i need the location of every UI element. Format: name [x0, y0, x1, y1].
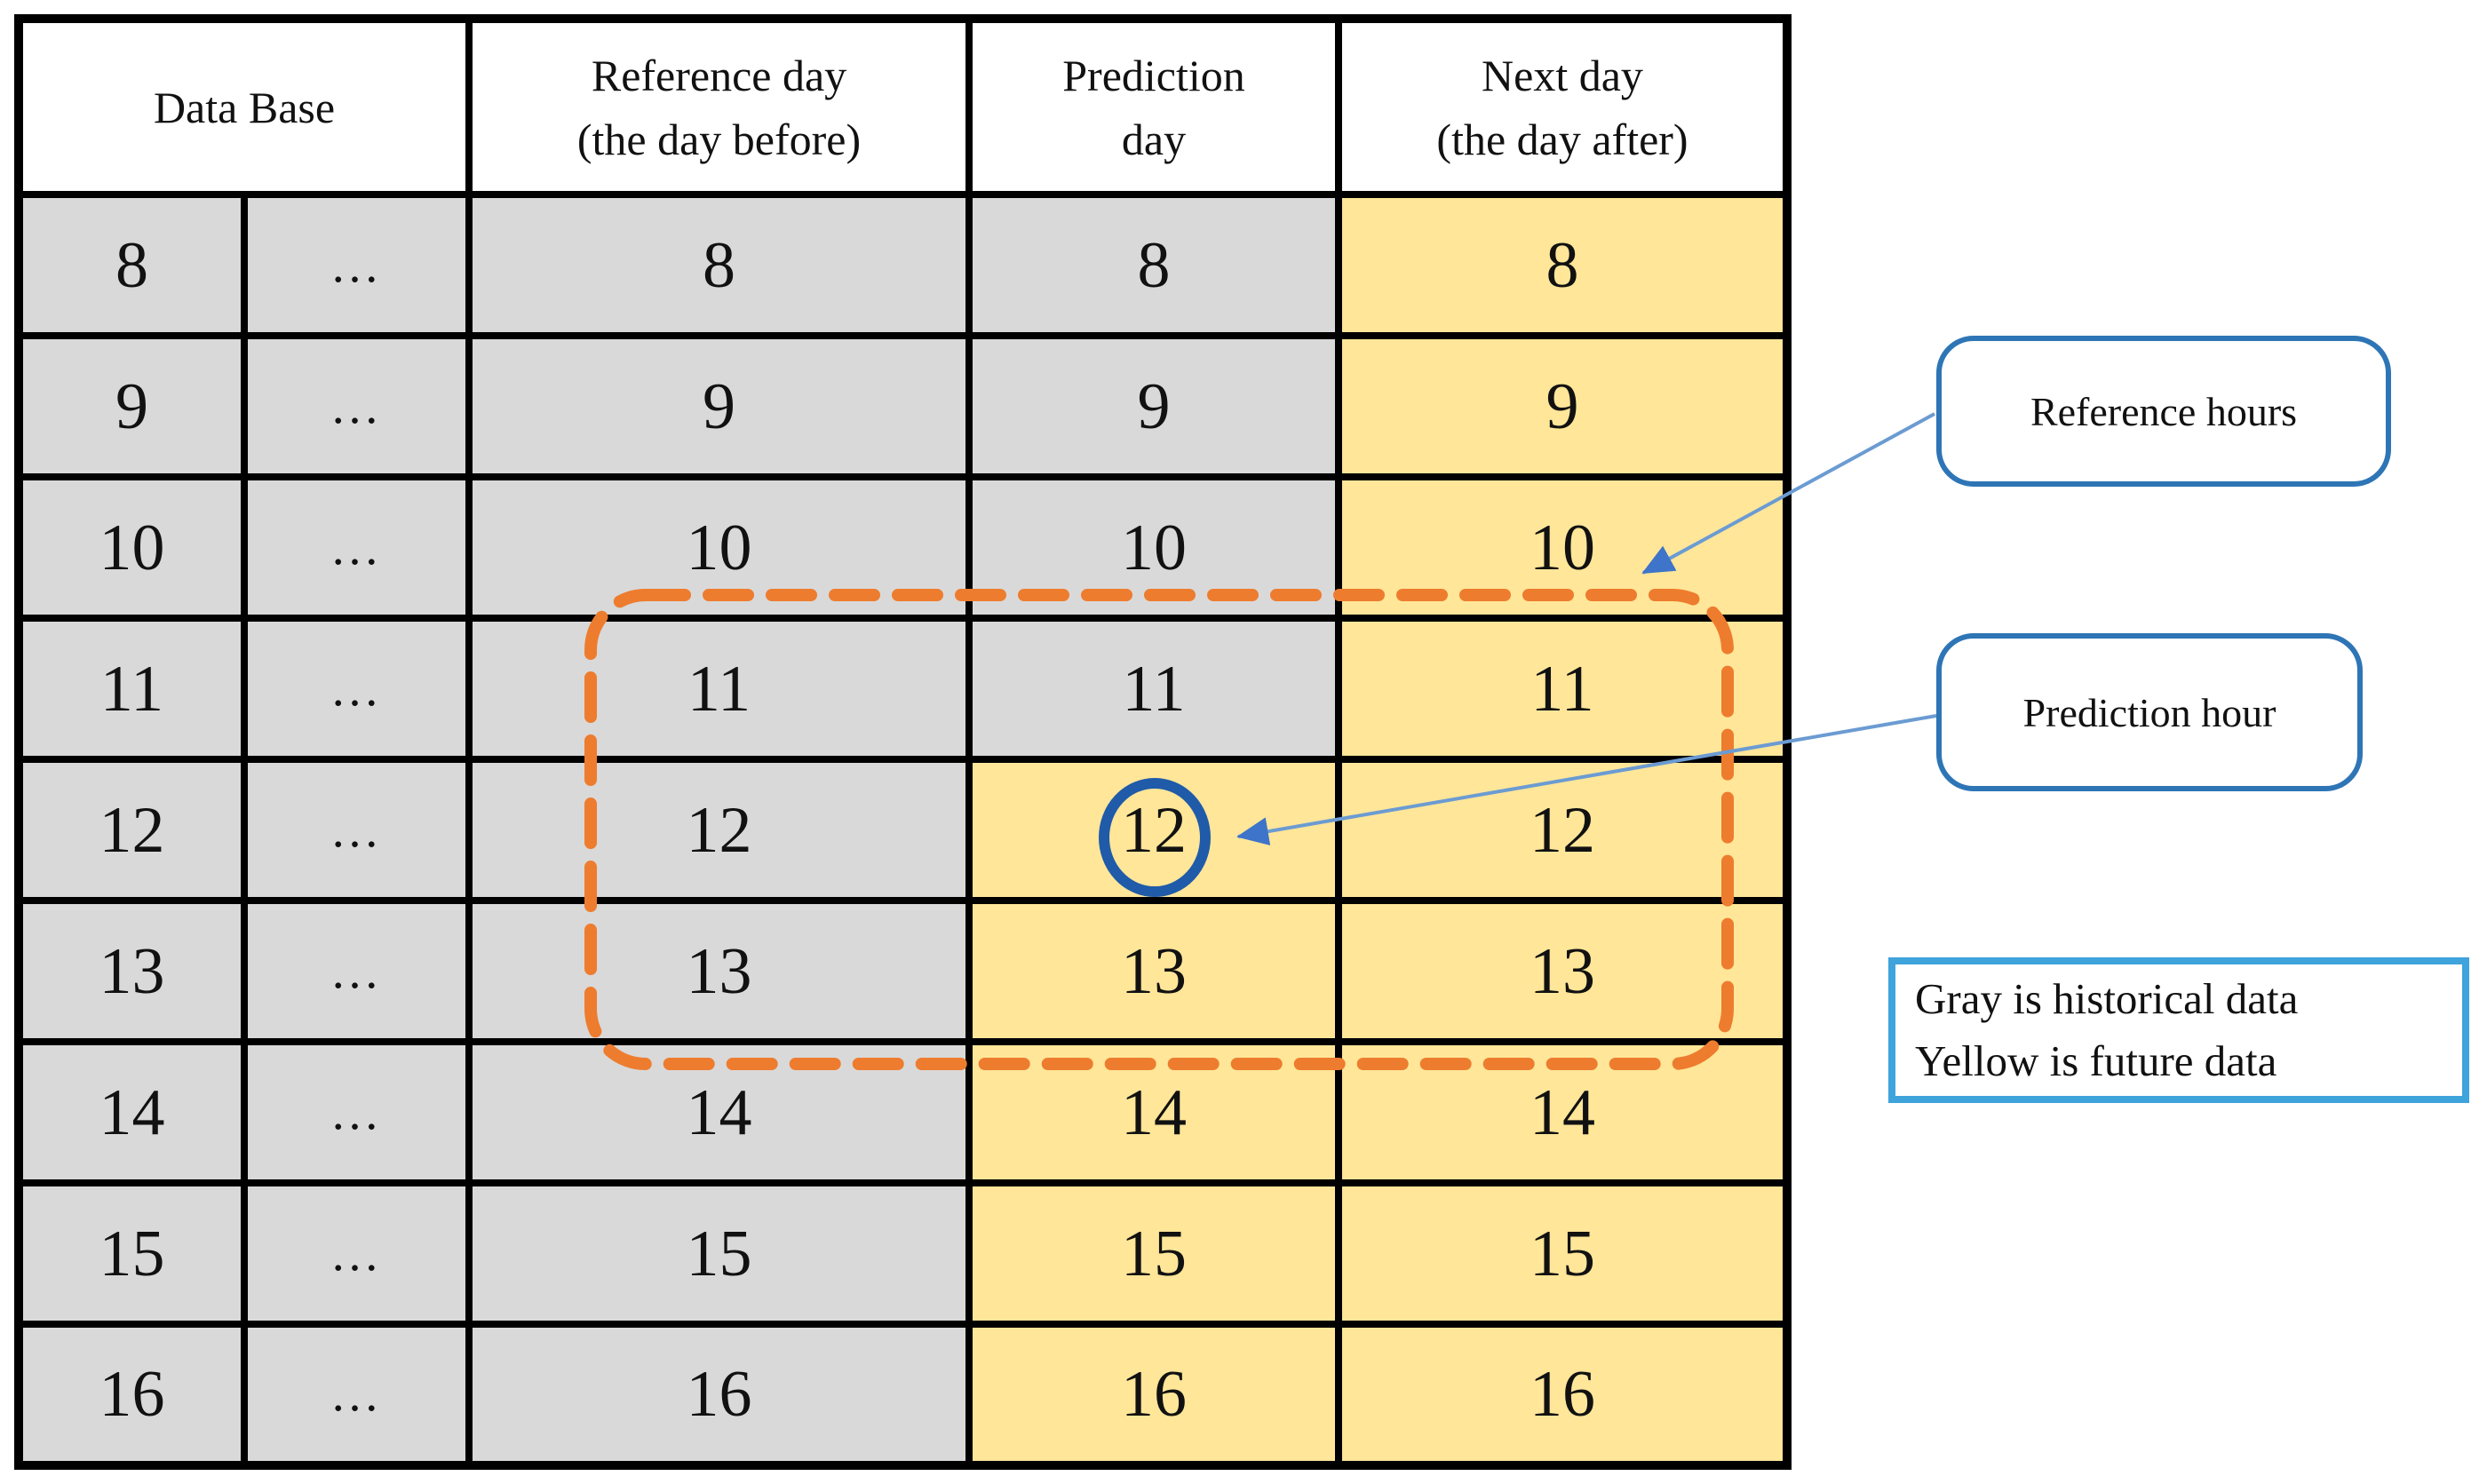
hour-cell: 16	[465, 1321, 973, 1469]
table-body: 8… 8 8 8 9… 9 9 9 10… 10 10 10 11… 11 11 11 12… 12 12 12 13……	[15, 191, 1791, 1469]
hour-cell: 15	[15, 1179, 248, 1328]
callout-reference-hours: Reference hours	[1936, 336, 2391, 487]
hour-cell: 14	[1335, 1038, 1791, 1186]
hour-cell: 10	[965, 473, 1342, 622]
table-row: 16… 16 16 16	[15, 1321, 1791, 1469]
hour-cell: 13	[965, 897, 1342, 1045]
hour-cell: 16	[965, 1321, 1342, 1469]
hour-cell: 11	[15, 615, 248, 763]
header-line: day	[1121, 114, 1187, 164]
callout-prediction-hour: Prediction hour	[1936, 633, 2363, 791]
hour-cell: 11	[1335, 615, 1791, 763]
table-row: 15… 15 15 15	[15, 1179, 1791, 1328]
header-next-day: Next day (the day after)	[1335, 15, 1791, 198]
hour-cell: 13	[465, 897, 973, 1045]
table-row: 12… 12 12 12	[15, 756, 1791, 904]
header-line: Reference day	[591, 50, 847, 100]
hour-cell: 12	[965, 756, 1342, 904]
table-row: 11… 11 11 11	[15, 615, 1791, 763]
hour-cell: 11	[965, 615, 1342, 763]
header-line: (the day after)	[1436, 114, 1688, 164]
hour-cell: 9	[465, 332, 973, 480]
hour-cell: 8	[15, 191, 248, 339]
ellipsis-cell: …	[241, 1038, 473, 1186]
hours-table: Data Base Reference day (the day before)…	[14, 14, 1792, 1470]
hour-cell: 12	[1335, 756, 1791, 904]
legend-box: Gray is historical data Yellow is future…	[1888, 957, 2469, 1103]
table-row: 9… 9 9 9	[15, 332, 1791, 480]
hour-cell: 10	[15, 473, 248, 622]
hour-cell: 8	[965, 191, 1342, 339]
ellipsis-cell: …	[241, 1179, 473, 1328]
hour-cell: 12	[15, 756, 248, 904]
hour-cell: 16	[1335, 1321, 1791, 1469]
hour-cell: 14	[965, 1038, 1342, 1186]
hour-cell: 15	[1335, 1179, 1791, 1328]
hour-cell: 8	[1335, 191, 1791, 339]
table-row: 14… 14 14 14	[15, 1038, 1791, 1186]
header-line: Data Base	[153, 82, 336, 132]
legend-line-yellow: Yellow is future data	[1915, 1036, 2277, 1085]
table-row: 10… 10 10 10	[15, 473, 1791, 622]
hour-cell: 15	[965, 1179, 1342, 1328]
callout-prediction-hour-label: Prediction hour	[2022, 689, 2276, 735]
hour-cell: 11	[465, 615, 973, 763]
hour-cell: 15	[465, 1179, 973, 1328]
hour-cell: 13	[15, 897, 248, 1045]
hour-cell: 10	[465, 473, 973, 622]
hour-cell: 12	[465, 756, 973, 904]
hour-cell: 9	[965, 332, 1342, 480]
header-line: Prediction	[1062, 50, 1245, 100]
ellipsis-cell: …	[241, 473, 473, 622]
hour-cell: 9	[1335, 332, 1791, 480]
ellipsis-cell: …	[241, 615, 473, 763]
ellipsis-cell: …	[241, 756, 473, 904]
table-row: 13… 13 13 13	[15, 897, 1791, 1045]
hour-cell: 10	[1335, 473, 1791, 622]
header-row: Data Base Reference day (the day before)…	[15, 15, 1791, 198]
ellipsis-cell: …	[241, 191, 473, 339]
header-line: Next day	[1482, 50, 1643, 100]
ellipsis-cell: …	[241, 897, 473, 1045]
hour-cell: 13	[1335, 897, 1791, 1045]
header-line: (the day before)	[576, 114, 862, 164]
header-data-base: Data Base	[15, 15, 473, 198]
hour-cell: 8	[465, 191, 973, 339]
header-prediction-day: Prediction day	[965, 15, 1342, 198]
hour-cell: 14	[15, 1038, 248, 1186]
ellipsis-cell: …	[241, 1321, 473, 1469]
callout-reference-hours-label: Reference hours	[2030, 388, 2298, 434]
hour-cell: 14	[465, 1038, 973, 1186]
hour-cell: 9	[15, 332, 248, 480]
hour-cell: 16	[15, 1321, 248, 1469]
ellipsis-cell: …	[241, 332, 473, 480]
table-row: 8… 8 8 8	[15, 191, 1791, 339]
legend-line-gray: Gray is historical data	[1915, 974, 2299, 1023]
header-reference-day: Reference day (the day before)	[465, 15, 973, 198]
